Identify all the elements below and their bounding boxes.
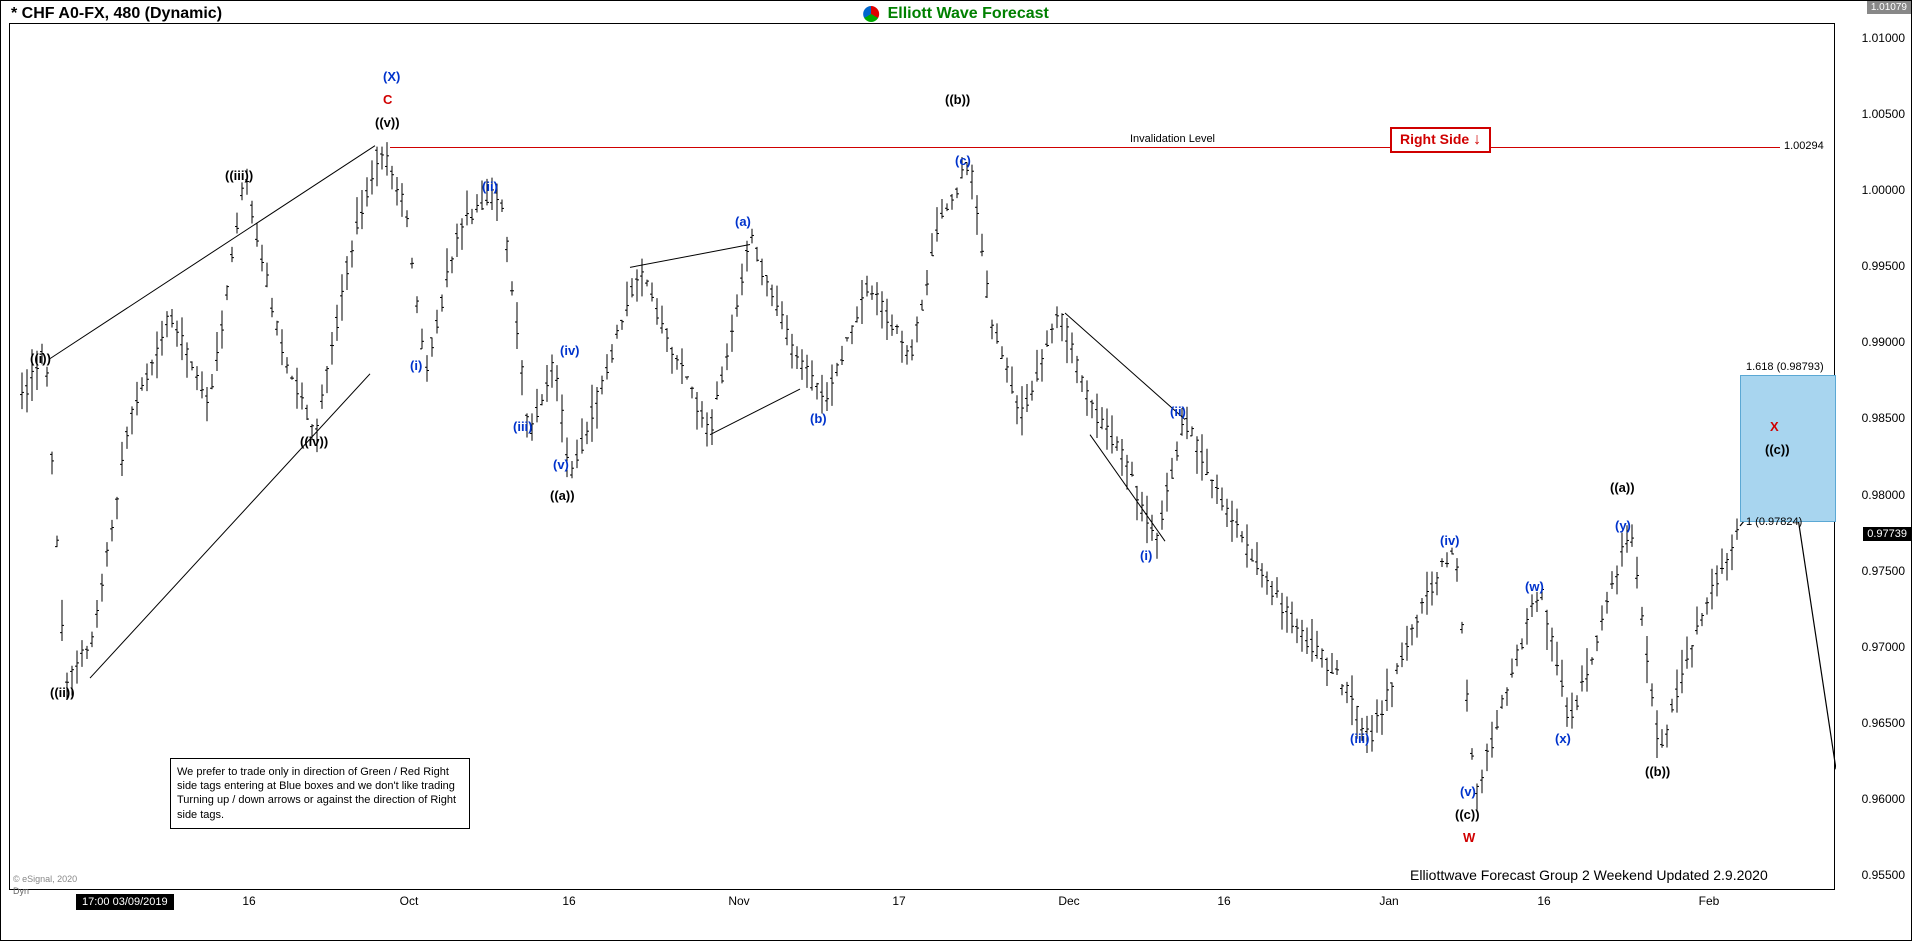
x-axis-label: 16 [242,894,255,908]
copyright: © eSignal, 2020 [13,874,77,884]
wave-label: (X) [383,69,400,84]
wave-label: ((v)) [375,115,400,130]
wave-label: ((a)) [1610,480,1635,495]
x-axis-label: 16 [1217,894,1230,908]
y-axis-label: 1.00500 [1862,107,1905,121]
wave-label: (b) [810,411,827,426]
invalidation-price: 1.00294 [1784,140,1824,152]
wave-label: ((ii)) [50,685,75,700]
y-axis: 0.95500 0.96000 0.96500 0.97000 0.97500 0.980… [1833,23,1911,890]
x-axis-label: Feb [1699,894,1720,908]
x-axis-label: 16 [1537,894,1550,908]
timestamp: 17:00 03/09/2019 [76,894,174,910]
brand-text: Elliott Wave Forecast [888,5,1049,22]
x-axis-label: 17 [892,894,905,908]
fib-label: 1.618 (0.98793) [1746,361,1824,373]
wave-label: ((c)) [1765,442,1790,457]
wave-label: ((c)) [1455,807,1480,822]
y-axis-label: 0.95500 [1862,868,1905,882]
chart-container: * CHF A0-FX, 480 (Dynamic) Elliott Wave … [0,0,1912,941]
x-axis-label: Dec [1058,894,1079,908]
wave-label: (iii) [513,419,533,434]
current-price-badge: 0.97739 [1863,527,1911,541]
wave-label: ((b)) [945,92,970,107]
x-axis-label: 16 [562,894,575,908]
wave-label: X [1770,419,1779,434]
wave-label: (c) [955,153,971,168]
y-axis-label: 0.98500 [1862,411,1905,425]
right-side-box: Right Side ↓ [1390,127,1491,153]
wave-label: ((iv)) [300,434,328,449]
wave-label: (iii) [1350,731,1370,746]
y-axis-label: 0.97500 [1862,564,1905,578]
x-axis-label: Jan [1379,894,1398,908]
x-axis-label: Oct [400,894,419,908]
wave-label: ((i)) [30,351,51,366]
top-price-badge: 1.01079 [1867,1,1911,14]
brand: Elliott Wave Forecast [863,5,1049,23]
header: * CHF A0-FX, 480 (Dynamic) Elliott Wave … [1,3,1911,23]
wave-label: (iv) [560,343,580,358]
wave-label: (v) [1460,784,1476,799]
y-axis-label: 0.98000 [1862,488,1905,502]
wave-label: ((b)) [1645,764,1670,779]
update-text: Elliottwave Forecast Group 2 Weekend Upd… [1410,867,1768,883]
y-axis-label: 0.96000 [1862,792,1905,806]
fib-label: 1 (0.97824) [1746,516,1802,528]
wave-label: (y) [1615,518,1631,533]
wave-label: ((a)) [550,488,575,503]
wave-label: (a) [735,214,751,229]
brand-icon [863,6,879,22]
wave-label: (i) [1140,548,1152,563]
x-axis: 16 Oct 16 Nov 17 Dec 16 Jan 16 Feb [9,888,1835,940]
y-axis-label: 0.99000 [1862,335,1905,349]
chart-area[interactable]: Invalidation Level 1.00294 Right Side ↓ 1.6… [9,23,1835,890]
wave-label: (iv) [1440,533,1460,548]
y-axis-label: 0.99500 [1862,259,1905,273]
wave-label: W [1463,830,1475,845]
dyn-label: Dyn [13,886,29,896]
wave-label: (v) [553,457,569,472]
wave-label: (i) [410,358,422,373]
y-axis-label: 0.96500 [1862,716,1905,730]
y-axis-label: 1.00000 [1862,183,1905,197]
wave-label: ((iii)) [225,168,253,183]
note-box: We prefer to trade only in direction of … [170,758,470,829]
invalidation-label: Invalidation Level [1130,133,1215,145]
y-axis-label: 0.97000 [1862,640,1905,654]
invalidation-line [390,147,1780,148]
wave-label: (ii) [1170,404,1186,419]
y-axis-label: 1.01000 [1862,31,1905,45]
wave-label: C [383,92,392,107]
chart-title: * CHF A0-FX, 480 (Dynamic) [11,5,222,23]
wave-label: (w) [1525,579,1544,594]
wave-label: (x) [1555,731,1571,746]
x-axis-label: Nov [728,894,749,908]
wave-label: (ii) [482,179,498,194]
